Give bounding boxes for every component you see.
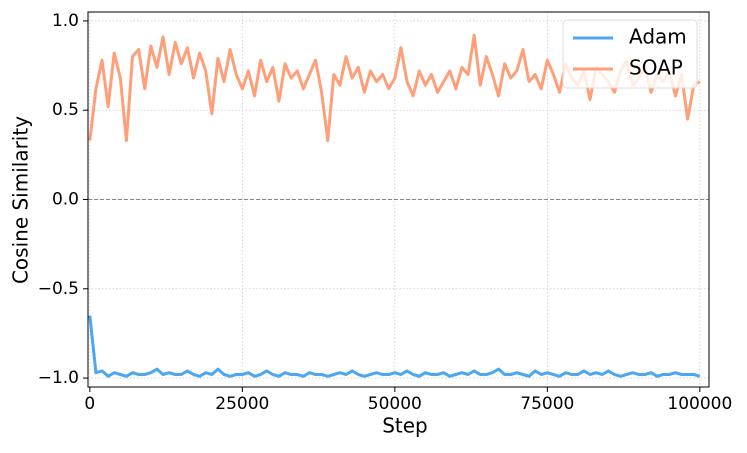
y-tick-label: −0.5 <box>38 279 79 299</box>
x-tick-label: 0 <box>84 394 95 414</box>
x-tick-label: 50000 <box>368 394 422 414</box>
plot-frame <box>87 11 710 388</box>
y-tick-label: 1.0 <box>52 11 79 31</box>
x-tick-label: 75000 <box>520 394 574 414</box>
legend-label: SOAP <box>629 56 683 80</box>
y-axis-label: Cosine Similarity <box>9 116 33 284</box>
y-tick-label: 0.5 <box>52 100 79 120</box>
y-tick-label: −1.0 <box>38 368 79 388</box>
legend-label: Adam <box>629 25 687 49</box>
x-tick-label: 100000 <box>667 394 732 414</box>
x-axis-label: Step <box>382 414 428 438</box>
x-tick-label: 25000 <box>215 394 269 414</box>
y-tick-label: 0.0 <box>52 190 79 210</box>
line-series <box>88 315 701 378</box>
